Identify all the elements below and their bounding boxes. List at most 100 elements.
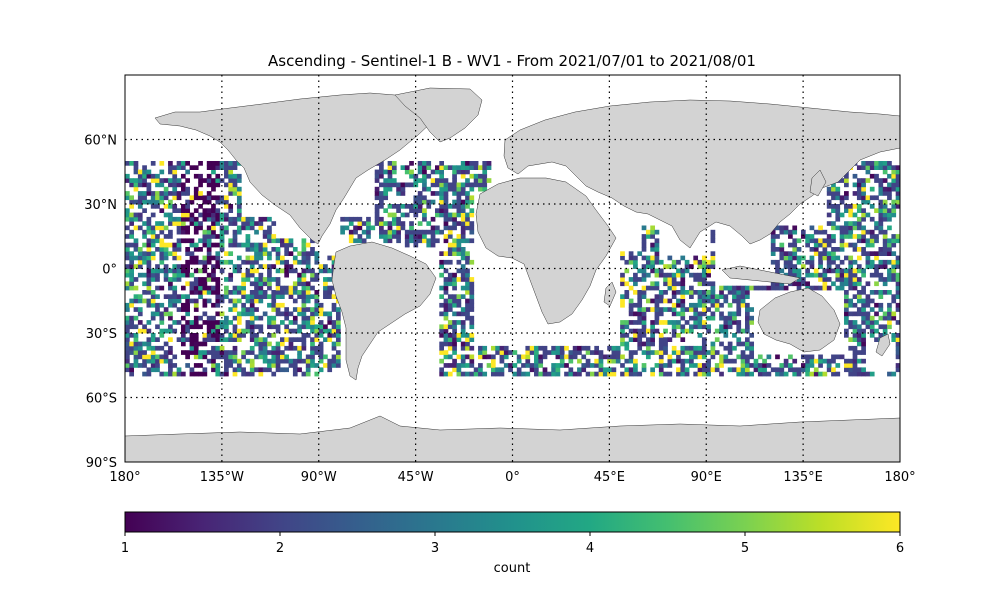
heatmap-cell [641, 268, 647, 274]
heatmap-cell [478, 345, 483, 351]
heatmap-cell [168, 345, 173, 351]
heatmap-cell [891, 173, 897, 179]
heatmap-cell [409, 182, 414, 188]
heatmap-cell [202, 290, 208, 295]
heatmap-cell [469, 165, 475, 170]
heatmap-cell [202, 354, 208, 360]
heatmap-cell [245, 216, 251, 222]
heatmap-cell [172, 216, 178, 222]
heatmap-cell [301, 268, 307, 274]
heatmap-cell [150, 178, 156, 183]
heatmap-cell [710, 234, 716, 239]
heatmap-cell [211, 208, 216, 213]
heatmap-cell [456, 333, 462, 338]
heatmap-cell [137, 354, 143, 360]
heatmap-cell [654, 285, 660, 291]
heatmap-cell [236, 195, 242, 201]
heatmap-cell [288, 320, 294, 325]
heatmap-cell [654, 242, 660, 248]
heatmap-cell [258, 354, 264, 360]
heatmap-cell [228, 337, 234, 342]
heatmap-cell [258, 277, 264, 282]
heatmap-cell [318, 311, 324, 317]
heatmap-cell [340, 229, 345, 235]
heatmap-cell [887, 311, 892, 317]
heatmap-cell [465, 277, 470, 282]
land-africa [475, 177, 617, 325]
heatmap-cell [676, 367, 681, 373]
heatmap-cell [844, 268, 849, 274]
heatmap-cell [706, 272, 711, 278]
heatmap-cell [447, 277, 453, 282]
heatmap-cell [155, 302, 160, 308]
heatmap-cell [775, 259, 780, 265]
heatmap-cell [693, 255, 699, 261]
heatmap-cell [663, 272, 668, 278]
heatmap-cell [292, 268, 298, 274]
heatmap-cell [224, 165, 229, 170]
heatmap-cell [844, 302, 849, 308]
heatmap-cell [882, 238, 888, 244]
heatmap-cell [783, 255, 789, 261]
heatmap-cell [740, 302, 746, 308]
heatmap-cell [633, 259, 638, 265]
heatmap-cell [749, 371, 755, 377]
heatmap-cell [465, 363, 470, 368]
heatmap-cell [852, 234, 858, 239]
heatmap-cell [452, 242, 457, 248]
heatmap-cell [865, 315, 871, 321]
heatmap-cell [779, 229, 785, 235]
heatmap-cell [172, 195, 178, 201]
heatmap-cell [236, 320, 242, 325]
heatmap-cell [198, 294, 203, 299]
heatmap-cell [391, 178, 397, 183]
heatmap-cell [865, 255, 871, 261]
heatmap-cell [198, 290, 203, 295]
heatmap-cell [133, 247, 139, 252]
heatmap-cell [357, 221, 363, 226]
heatmap-cell [521, 363, 526, 368]
heatmap-cell [202, 350, 208, 355]
heatmap-cell [822, 358, 828, 364]
heatmap-cell [185, 161, 190, 166]
heatmap-cell [348, 229, 354, 235]
heatmap-cell [645, 272, 651, 278]
heatmap-cell [387, 204, 393, 209]
heatmap-cell [435, 182, 440, 188]
heatmap-cell [852, 204, 858, 209]
heatmap-cell [236, 186, 242, 192]
heatmap-cell [228, 290, 234, 295]
heatmap-cell [150, 242, 156, 248]
heatmap-cell [641, 333, 647, 338]
heatmap-cell [813, 268, 819, 274]
heatmap-cell [366, 225, 371, 231]
heatmap-cell [460, 247, 466, 252]
heatmap-cell [861, 358, 866, 364]
heatmap-cell [818, 277, 823, 282]
heatmap-cell [267, 255, 272, 261]
heatmap-cell [318, 328, 324, 334]
heatmap-cell [185, 225, 190, 231]
heatmap-cell [753, 358, 759, 364]
heatmap-cell [292, 358, 298, 364]
heatmap-cell [284, 324, 290, 330]
heatmap-cell [641, 290, 647, 295]
heatmap-cell [701, 363, 707, 368]
heatmap-cell [633, 302, 638, 308]
heatmap-cell [874, 221, 879, 226]
heatmap-cell [465, 315, 470, 321]
heatmap-cell [150, 345, 156, 351]
heatmap-cell [611, 354, 617, 360]
heatmap-cell [236, 225, 242, 231]
heatmap-cell [206, 229, 212, 235]
heatmap-cell [267, 324, 272, 330]
heatmap-cell [443, 268, 449, 274]
heatmap-cell [142, 255, 147, 261]
heatmap-cell [460, 199, 466, 205]
heatmap-cell [856, 367, 862, 373]
heatmap-cell [159, 247, 165, 252]
heatmap-cell [861, 285, 866, 291]
heatmap-cell [447, 216, 453, 222]
heatmap-cell [310, 363, 315, 368]
heatmap-cell [335, 354, 341, 360]
